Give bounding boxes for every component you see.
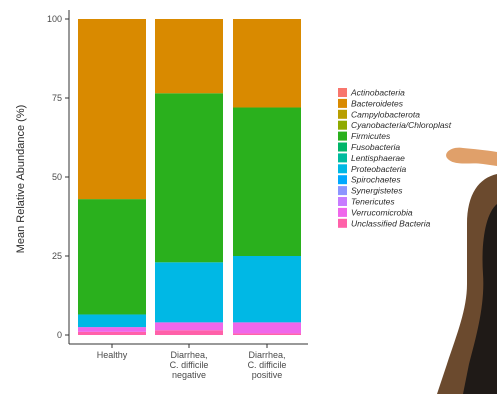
- legend-label: Synergistetes: [351, 186, 403, 196]
- bars-layer: [78, 19, 301, 335]
- legend-label: Spirochaetes: [351, 175, 401, 185]
- y-axis-title: Mean Relative Abundance (%): [15, 105, 27, 254]
- y-tick-label: 25: [52, 251, 62, 261]
- bar-segment: [233, 107, 301, 256]
- legend-swatch: [338, 153, 347, 163]
- legend-label: Lentisphaerae: [351, 153, 405, 163]
- legend-label: Unclassified Bacteria: [351, 218, 431, 228]
- x-labels-layer: Healthy Diarrhea, C. difficile negative Diar…: [97, 344, 287, 380]
- y-tick-label: 75: [52, 93, 62, 103]
- bar-segment: [78, 331, 146, 335]
- legend-label: Fusobacteria: [351, 142, 400, 152]
- legend-label: Proteobacteria: [351, 164, 407, 174]
- bar-segment: [78, 327, 146, 332]
- y-ticks-layer: 0 25 50 75 100: [47, 14, 69, 340]
- legend-swatch: [338, 88, 347, 97]
- bar-segment: [155, 322, 223, 331]
- legend-swatch: [338, 131, 347, 141]
- bar-segment: [155, 19, 223, 94]
- legend-swatch: [338, 186, 347, 196]
- legend-label: Campylobacterota: [351, 109, 420, 119]
- legend-label: Actinobacteria: [350, 88, 405, 98]
- presenter-hand: [446, 147, 497, 166]
- legend-swatch: [338, 218, 347, 228]
- legend-swatch: [338, 98, 347, 108]
- legend-label: Tenericutes: [351, 197, 395, 207]
- legend-swatch: [338, 164, 347, 174]
- y-tick-label: 0: [57, 330, 62, 340]
- bar-segment: [233, 256, 301, 323]
- legend-swatch: [338, 120, 347, 130]
- presenter-figure: [437, 147, 497, 394]
- bar-segment: [155, 262, 223, 323]
- legend-swatch: [338, 207, 347, 217]
- bar-segment: [78, 19, 146, 200]
- bar-segment: [233, 322, 301, 334]
- bar-segment: [155, 330, 223, 335]
- bar-segment: [155, 93, 223, 263]
- y-tick-label: 50: [52, 172, 62, 182]
- y-tick-label: 100: [47, 14, 62, 24]
- x-category-label: Diarrhea, C. difficile positive: [248, 350, 287, 380]
- bar-segment: [233, 19, 301, 108]
- bar-segment: [78, 314, 146, 328]
- legend-swatch: [338, 197, 347, 206]
- legend-swatch: [338, 109, 347, 119]
- legend-swatch: [338, 175, 347, 185]
- x-category-label: Diarrhea, C. difficile negative: [170, 350, 209, 380]
- legend-swatch: [338, 142, 347, 152]
- x-category-label: Healthy: [97, 350, 128, 360]
- bar-segment: [233, 333, 301, 335]
- legend-label: Verrucomicrobia: [351, 207, 413, 217]
- legend-label: Bacteroidetes: [351, 98, 404, 108]
- legend: ActinobacteriaBacteroidetesCampylobacter…: [338, 88, 452, 228]
- legend-label: Firmicutes: [351, 131, 391, 141]
- presenter-clothing: [463, 204, 497, 394]
- legend-label: Cyanobacteria/Chloroplast: [351, 120, 452, 130]
- bar-segment: [78, 199, 146, 315]
